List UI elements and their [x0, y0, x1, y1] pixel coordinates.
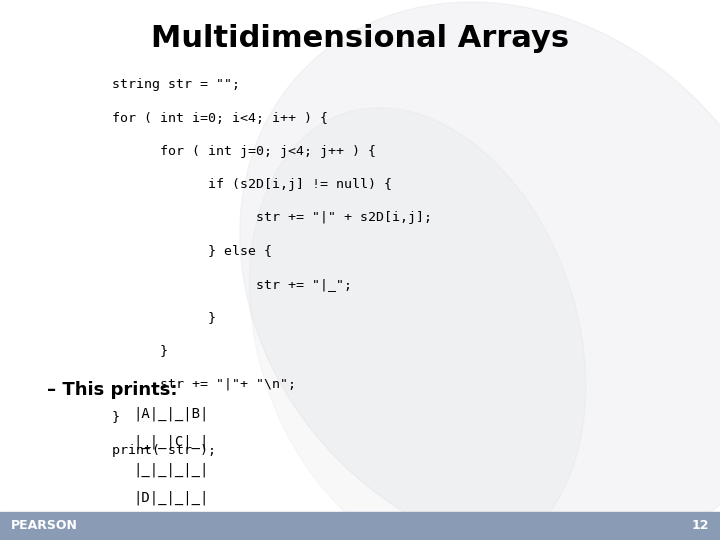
Text: str += "|" + s2D[i,j];: str += "|" + s2D[i,j];: [112, 211, 431, 224]
Text: |_|_|C|_|: |_|_|C|_|: [133, 434, 209, 449]
Text: str += "|_";: str += "|_";: [112, 278, 351, 291]
Text: 12: 12: [692, 519, 709, 532]
Text: }: }: [112, 410, 120, 423]
Text: for ( int j=0; j<4; j++ ) {: for ( int j=0; j<4; j++ ) {: [112, 145, 376, 158]
Text: } else {: } else {: [112, 244, 271, 258]
Text: – This prints:: – This prints:: [47, 381, 177, 399]
Text: |A|_|_|B|: |A|_|_|B|: [133, 406, 209, 421]
Bar: [0, 512, 720, 540]
Text: |D|_|_|_|: |D|_|_|_|: [133, 490, 209, 505]
Text: print( str );: print( str );: [112, 444, 215, 457]
Text: Multidimensional Arrays: Multidimensional Arrays: [151, 24, 569, 53]
Text: string str = "";: string str = "";: [112, 78, 240, 91]
Text: }: }: [112, 344, 168, 357]
Ellipse shape: [249, 108, 586, 540]
Text: str += "|"+ "\n";: str += "|"+ "\n";: [112, 377, 296, 390]
Text: |_|_|_|_|: |_|_|_|_|: [133, 462, 209, 477]
Ellipse shape: [240, 2, 720, 540]
Text: }: }: [112, 311, 215, 324]
Text: PEARSON: PEARSON: [11, 519, 78, 532]
Text: if (s2D[i,j] != null) {: if (s2D[i,j] != null) {: [112, 178, 392, 191]
Text: for ( int i=0; i<4; i++ ) {: for ( int i=0; i<4; i++ ) {: [112, 111, 328, 125]
